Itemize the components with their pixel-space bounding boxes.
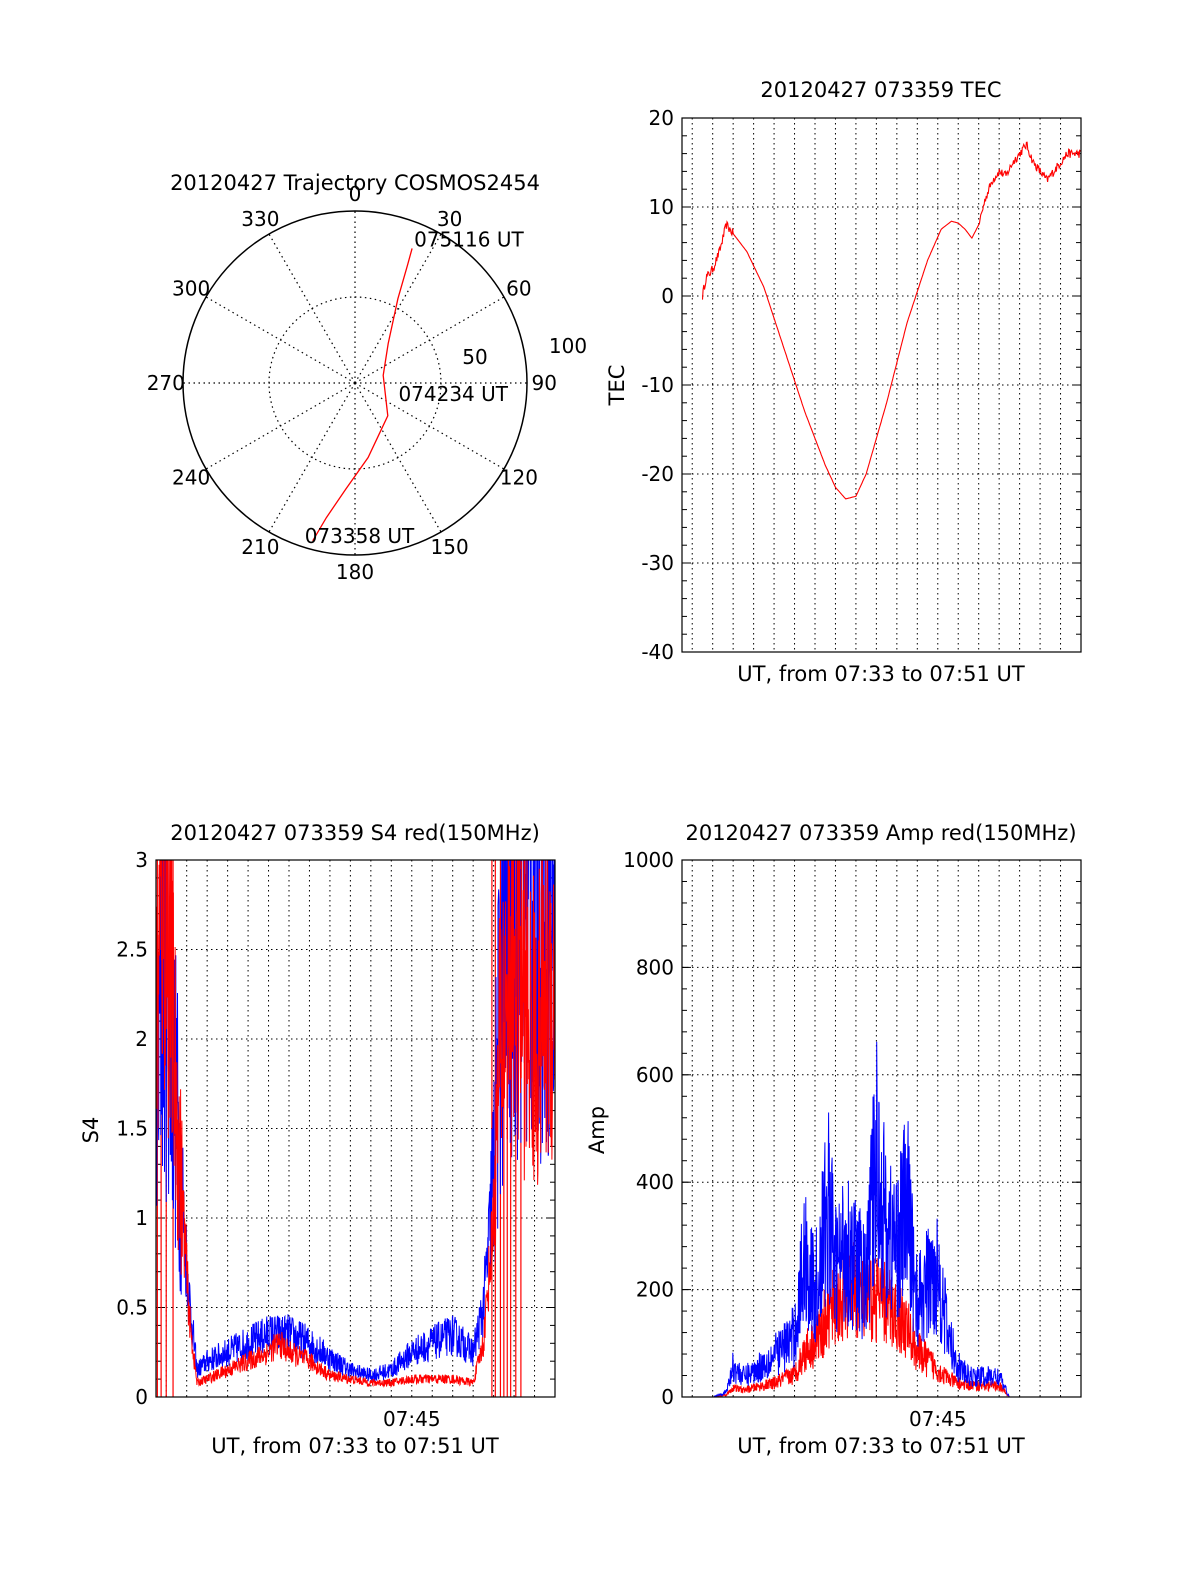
amp-xlabel: UT, from 07:33 to 07:51 UT [737, 1434, 1025, 1458]
polar-radial-labels: 50 100 [462, 334, 587, 369]
s4-plot-area: 0 0.5 1 1.5 2 2.5 3 07:45 [116, 848, 556, 1431]
polar-spoke [268, 233, 356, 384]
y-tick-label: 0 [135, 1385, 148, 1409]
y-tick-label: 1000 [623, 848, 674, 872]
amp-ylabel: Amp [585, 1106, 609, 1154]
series-layer [701, 141, 1081, 500]
s4-series-red [156, 860, 555, 1389]
tec-xlabel: UT, from 07:33 to 07:51 UT [737, 662, 1025, 686]
polar-spoke [354, 382, 505, 470]
y-tick-label: 10 [649, 195, 674, 219]
polar-spoke [268, 382, 356, 533]
polar-angle-label: 0 [349, 182, 362, 206]
trajectory-polar-chart: 20120427 Trajectory COSMOS2454 0 30 60 90 12… [147, 171, 587, 584]
trajectory-line [312, 248, 413, 542]
polar-angle-label: 150 [431, 535, 469, 559]
tec-plot-area: -40 -30 -20 -10 0 10 20 [641, 106, 1082, 664]
trajectory-path [312, 248, 413, 542]
tec-title: 20120427 073359 TEC [760, 78, 1001, 102]
series-layer [156, 860, 555, 1397]
polar-spoke [205, 296, 356, 384]
polar-angle-label: 330 [241, 207, 279, 231]
amp-series-blue [682, 1041, 1081, 1397]
tec-series-line [701, 141, 1081, 500]
plot-frame [681, 117, 1082, 653]
trajectory-annotations: 075116 UT 074234 UT 073358 UT [305, 227, 525, 547]
amp-title: 20120427 073359 Amp red(150MHz) [685, 821, 1076, 845]
polar-angle-label: 240 [172, 466, 210, 490]
y-tick-label: 1 [135, 1206, 148, 1230]
y-tick-label: 400 [636, 1170, 674, 1194]
polar-angle-label: 90 [531, 371, 556, 395]
polar-angle-label: 180 [336, 560, 374, 584]
y-tick-label: -40 [641, 640, 674, 664]
y-tick-label: 0 [661, 284, 674, 308]
trajectory-time-label: 073358 UT [305, 524, 415, 548]
polar-angle-label: 270 [147, 371, 185, 395]
plot-frame [155, 859, 556, 1398]
s4-chart: 20120427 073359 S4 red(150MHz) UT, from … [79, 821, 556, 1458]
y-tick-label: -20 [641, 462, 674, 486]
plot-frame [681, 859, 1082, 1398]
trajectory-time-label: 075116 UT [414, 227, 524, 251]
polar-spoke [205, 382, 356, 470]
y-tick-label: 2.5 [116, 938, 148, 962]
series-layer [682, 1041, 1081, 1397]
y-tick-label: 200 [636, 1278, 674, 1302]
y-tick-label: -30 [641, 551, 674, 575]
x-tick-label: 07:45 [909, 1407, 967, 1431]
amp-plot-area: 0 200 400 600 800 1000 07:45 [623, 848, 1082, 1431]
polar-spoke [354, 296, 505, 384]
polar-angle-label: 120 [500, 466, 538, 490]
trajectory-time-label: 074234 UT [398, 382, 508, 406]
s4-title: 20120427 073359 S4 red(150MHz) [170, 821, 540, 845]
x-tick-label: 07:45 [383, 1407, 441, 1431]
y-tick-label: 0.5 [116, 1296, 148, 1320]
polar-angle-labels: 0 30 60 90 120 150 180 210 240 270 300 330 [147, 182, 557, 584]
s4-xlabel: UT, from 07:33 to 07:51 UT [211, 1434, 499, 1458]
polar-angle-label: 60 [506, 276, 531, 300]
y-tick-label: -10 [641, 373, 674, 397]
polar-angle-label: 300 [172, 276, 210, 300]
y-tick-label: 1.5 [116, 1117, 148, 1141]
y-tick-label: 2 [135, 1027, 148, 1051]
y-tick-label: 600 [636, 1063, 674, 1087]
y-tick-label: 20 [649, 106, 674, 130]
s4-ylabel: S4 [79, 1117, 103, 1144]
polar-spoke [354, 382, 442, 533]
amp-chart: 20120427 073359 Amp red(150MHz) UT, from… [585, 821, 1082, 1458]
trajectory-title: 20120427 Trajectory COSMOS2454 [170, 171, 540, 195]
y-tick-label: 800 [636, 955, 674, 979]
tec-chart: 20120427 073359 TEC UT, from 07:33 to 07… [605, 78, 1082, 686]
y-tick-label: 0 [661, 1385, 674, 1409]
y-tick-label: 3 [135, 848, 148, 872]
polar-outer-ring [182, 210, 528, 556]
polar-angle-label: 210 [241, 535, 279, 559]
polar-radial-label: 50 [462, 345, 487, 369]
tec-ylabel: TEC [605, 365, 629, 407]
polar-radial-label: 100 [549, 334, 587, 358]
polar-grid [182, 210, 528, 556]
polar-spoke [354, 233, 442, 384]
polar-angle-label: 30 [437, 207, 462, 231]
